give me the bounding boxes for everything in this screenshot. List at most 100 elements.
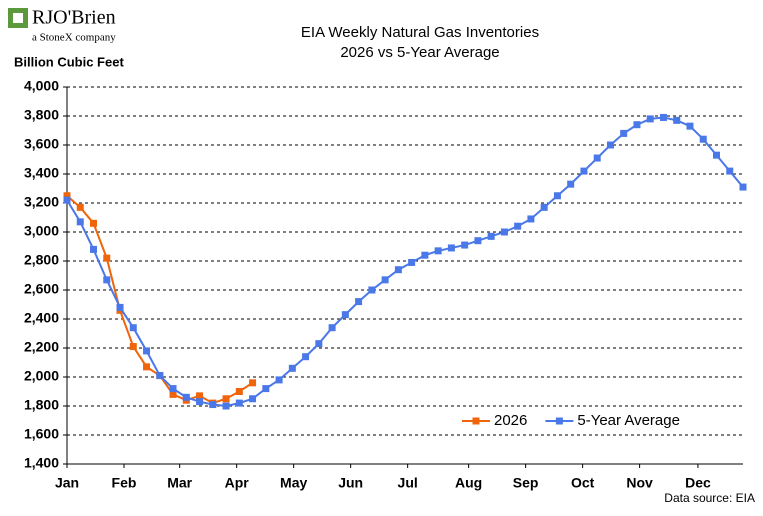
y-tick-label: 3,400 (24, 165, 59, 181)
point-marker (355, 298, 363, 306)
logo-tagline: a StoneX company (32, 32, 116, 44)
point-marker (169, 385, 177, 393)
x-tick-label: Jun (338, 475, 363, 491)
point-marker (580, 167, 588, 175)
point-marker (143, 363, 151, 371)
legend-marker (555, 417, 563, 425)
point-marker (646, 115, 654, 123)
y-tick-label: 2,800 (24, 252, 59, 268)
logo: RJO'Brien a StoneX company (8, 7, 116, 44)
y-tick-label: 3,600 (24, 136, 59, 152)
point-marker (90, 219, 98, 227)
y-axis-label: Billion Cubic Feet (14, 54, 124, 69)
point-marker (315, 340, 323, 348)
point-marker (434, 247, 442, 255)
x-tick-label: Oct (571, 475, 595, 491)
source-note: Data source: EIA (664, 491, 755, 505)
point-marker (474, 237, 482, 245)
point-marker (249, 395, 257, 403)
point-marker (341, 311, 349, 319)
y-tick-label: 1,600 (24, 426, 59, 442)
legend-marker (472, 417, 480, 425)
point-marker (262, 385, 270, 393)
x-tick-label: Nov (626, 475, 653, 491)
point-marker (63, 196, 71, 204)
point-marker (209, 401, 217, 409)
point-marker (381, 276, 389, 284)
point-marker (553, 192, 561, 200)
point-marker (394, 266, 402, 274)
legend-label: 2026 (494, 412, 527, 429)
point-marker (606, 141, 614, 149)
point-marker (249, 379, 257, 387)
x-tick-label: Mar (167, 475, 192, 491)
point-marker (156, 372, 164, 380)
point-marker (288, 364, 296, 372)
point-marker (116, 303, 124, 311)
point-marker (182, 393, 190, 401)
point-marker (76, 203, 84, 211)
point-marker (500, 228, 508, 236)
x-tick-label: Jan (55, 475, 79, 491)
point-marker (275, 376, 283, 384)
point-marker (103, 254, 111, 262)
point-marker (620, 129, 628, 137)
point-marker (90, 245, 98, 253)
x-tick-label: Sep (513, 475, 539, 491)
point-marker (408, 258, 416, 266)
point-marker (196, 398, 204, 406)
y-tick-label: 4,000 (24, 78, 59, 94)
point-marker (673, 116, 681, 124)
point-marker (302, 353, 310, 361)
point-marker (686, 122, 694, 130)
point-marker (103, 276, 111, 284)
point-marker (129, 343, 137, 351)
y-tick-label: 2,600 (24, 281, 59, 297)
x-tick-label: Aug (455, 475, 482, 491)
point-marker (222, 395, 230, 403)
x-tick-label: May (280, 475, 307, 491)
point-marker (368, 286, 376, 294)
y-tick-label: 3,000 (24, 223, 59, 239)
point-marker (447, 244, 455, 252)
chart-title: EIA Weekly Natural Gas Inventories (301, 24, 539, 41)
y-tick-label: 1,400 (24, 455, 59, 471)
point-marker (421, 251, 429, 259)
y-tick-label: 2,400 (24, 310, 59, 326)
x-tick-label: Feb (112, 475, 137, 491)
point-marker (235, 399, 243, 407)
point-marker (567, 180, 575, 188)
point-marker (514, 222, 522, 230)
point-marker (76, 218, 84, 226)
point-marker (633, 121, 641, 129)
point-marker (739, 183, 747, 191)
point-marker (169, 390, 177, 398)
x-tick-label: Dec (685, 475, 711, 491)
point-marker (235, 388, 243, 395)
point-marker (726, 167, 734, 175)
point-marker (143, 347, 151, 355)
point-marker (712, 151, 720, 159)
point-marker (540, 203, 548, 211)
y-tick-label: 2,000 (24, 368, 59, 384)
logo-icon-inner (13, 13, 23, 23)
point-marker (659, 113, 667, 121)
series-line (66, 116, 744, 408)
series-line (66, 194, 254, 405)
x-tick-label: Apr (225, 475, 250, 491)
x-tick-label: Jul (398, 475, 418, 491)
y-tick-label: 3,200 (24, 194, 59, 210)
y-tick-label: 2,200 (24, 339, 59, 355)
point-marker (63, 192, 71, 200)
point-marker (222, 402, 230, 410)
point-marker (129, 324, 137, 332)
point-marker (593, 154, 601, 162)
point-marker (196, 392, 204, 400)
y-tick-label: 3,800 (24, 107, 59, 123)
point-marker (461, 241, 469, 249)
logo-name: RJO'Brien (32, 7, 116, 29)
point-marker (699, 135, 707, 143)
point-marker (328, 324, 336, 332)
point-marker (527, 215, 535, 223)
